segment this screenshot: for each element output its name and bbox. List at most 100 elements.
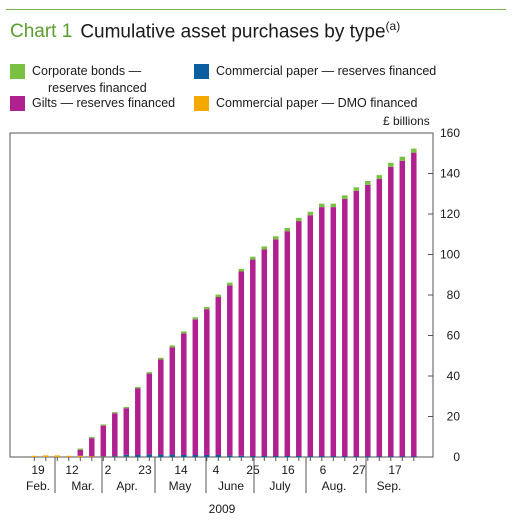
bar-17-segment-2 xyxy=(215,294,222,298)
x-day-label-7: 25 xyxy=(246,463,260,477)
x-day-label-2: 12 xyxy=(65,463,79,477)
bar-15-segment-1 xyxy=(192,319,199,455)
bar-8-segment-3 xyxy=(112,455,118,457)
bar-5-segment-1 xyxy=(77,449,84,456)
bar-32-segment-2 xyxy=(388,162,394,167)
bar-34-segment-2 xyxy=(411,148,417,153)
bar-34-segment-1 xyxy=(411,152,417,457)
x-month-label-6: July xyxy=(269,479,290,493)
bar-14-segment-2 xyxy=(181,331,187,334)
chart-number: Chart 1 xyxy=(10,21,73,43)
bar-25-segment-1 xyxy=(307,215,314,457)
y-tick-label-40: 40 xyxy=(447,369,461,383)
bar-34-segment-3 xyxy=(411,455,417,457)
bar-23-segment-3 xyxy=(284,455,291,457)
bar-11-segment-2 xyxy=(146,372,153,374)
y-tick-label-20: 20 xyxy=(447,410,461,424)
bar-16-segment-2 xyxy=(204,306,210,310)
bar-7-segment-3 xyxy=(100,455,107,457)
bar-12-segment-1 xyxy=(158,359,164,455)
bar-17-segment-3 xyxy=(215,454,222,457)
y-tick-label-60: 60 xyxy=(447,329,461,343)
bar-6-segment-2 xyxy=(89,436,95,439)
legend-swatch-cp-reserves xyxy=(194,64,209,79)
bar-19-segment-3 xyxy=(238,455,245,457)
bar-22-segment-3 xyxy=(273,455,279,457)
bar-9-segment-3 xyxy=(123,454,130,457)
bar-27-segment-2 xyxy=(330,203,337,208)
bar-16-segment-3 xyxy=(204,454,210,457)
bar-26-segment-1 xyxy=(319,207,325,457)
x-month-label-1: Feb. xyxy=(26,479,50,493)
bar-31-segment-2 xyxy=(376,175,383,179)
x-day-label-3: 2 xyxy=(105,463,112,477)
bar-29-segment-1 xyxy=(353,190,360,457)
bar-18-segment-1 xyxy=(227,285,233,456)
bar-19-segment-2 xyxy=(238,268,245,272)
bar-18-segment-2 xyxy=(227,282,233,286)
bar-15-segment-2 xyxy=(192,317,199,320)
bar-18-segment-3 xyxy=(227,455,233,457)
legend-label-cp-dmo: Commercial paper — DMO financed xyxy=(216,96,418,110)
bar-25-segment-3 xyxy=(307,455,314,457)
legend-label-cp-reserves: Commercial paper — reserves financed xyxy=(216,64,437,78)
bar-20-segment-2 xyxy=(250,256,256,260)
legend-swatch-gilts xyxy=(10,96,25,111)
bar-29-segment-2 xyxy=(353,187,360,191)
bar-15-segment-3 xyxy=(192,454,199,457)
x-day-label-11: 17 xyxy=(388,463,402,477)
y-tick-label-120: 120 xyxy=(440,207,460,221)
bar-27-segment-3 xyxy=(330,455,337,457)
bar-9-segment-2 xyxy=(123,406,130,409)
legend-swatch-cp-dmo xyxy=(194,96,209,111)
x-month-label-7: Aug. xyxy=(322,479,347,493)
bar-28-segment-2 xyxy=(342,195,348,200)
legend-swatch-corporate-bonds xyxy=(10,64,25,79)
bar-32-segment-1 xyxy=(388,166,394,457)
bar-13-segment-1 xyxy=(169,347,176,455)
chart-title: Chart 1 Cumulative asset purchases by typ… xyxy=(10,19,400,43)
bar-6-segment-4 xyxy=(89,455,95,457)
bar-33-segment-1 xyxy=(399,160,406,457)
bar-1-segment-4 xyxy=(31,455,38,457)
y-tick-label-0: 0 xyxy=(453,450,460,464)
bar-9-segment-1 xyxy=(123,408,130,455)
x-day-label-9: 6 xyxy=(320,463,327,477)
bar-21-segment-1 xyxy=(261,249,268,456)
bar-5-segment-4 xyxy=(77,455,84,457)
x-month-label-5: June xyxy=(218,479,244,493)
y-tick-label-100: 100 xyxy=(440,248,460,262)
bar-30-segment-2 xyxy=(365,180,371,185)
bar-19-segment-1 xyxy=(238,271,245,456)
bar-21-segment-3 xyxy=(261,455,268,457)
x-day-label-6: 4 xyxy=(213,463,220,477)
bar-31-segment-1 xyxy=(376,178,383,457)
x-day-label-10: 27 xyxy=(352,463,366,477)
x-month-label-8: Sep. xyxy=(377,479,402,493)
bar-23-segment-1 xyxy=(284,231,291,456)
bar-21-segment-2 xyxy=(261,246,268,250)
bar-32-segment-3 xyxy=(388,455,394,457)
y-tick-label-140: 140 xyxy=(440,167,460,181)
bar-20-segment-1 xyxy=(250,259,256,456)
y-tick-label-160: 160 xyxy=(440,126,460,140)
x-year-label: 2009 xyxy=(209,502,236,516)
bar-7-segment-2 xyxy=(100,424,107,426)
bar-17-segment-1 xyxy=(215,297,222,455)
bar-33-segment-3 xyxy=(399,455,406,457)
bar-14-segment-1 xyxy=(181,333,187,455)
bar-13-segment-3 xyxy=(169,454,176,457)
bar-4-segment-4 xyxy=(66,455,72,457)
bar-5-segment-2 xyxy=(77,448,84,450)
bar-26-segment-3 xyxy=(319,455,325,457)
x-month-label-2: Mar. xyxy=(71,479,94,493)
bar-24-segment-2 xyxy=(296,217,302,222)
bar-24-segment-1 xyxy=(296,221,302,456)
x-day-label-8: 16 xyxy=(281,463,295,477)
legend-label-gilts: Gilts — reserves financed xyxy=(32,96,176,110)
bar-3-segment-4 xyxy=(54,455,61,457)
legend-label-corporate-bonds-line1: Corporate bonds — xyxy=(32,64,142,78)
bar-14-segment-3 xyxy=(181,454,187,457)
bar-11-segment-1 xyxy=(146,373,153,455)
bar-25-segment-2 xyxy=(307,211,314,216)
